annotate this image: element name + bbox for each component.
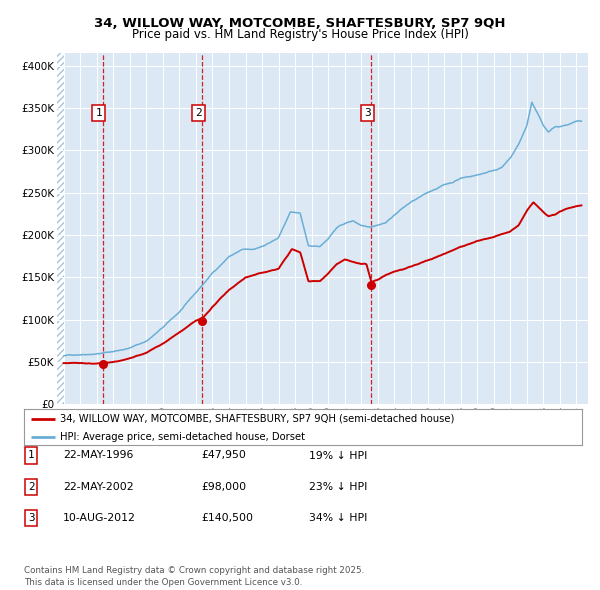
- Text: Contains HM Land Registry data © Crown copyright and database right 2025.
This d: Contains HM Land Registry data © Crown c…: [24, 566, 364, 587]
- Text: £140,500: £140,500: [201, 513, 253, 523]
- Text: 34% ↓ HPI: 34% ↓ HPI: [309, 513, 367, 523]
- Text: 2: 2: [195, 108, 202, 118]
- Text: 3: 3: [28, 513, 34, 523]
- Text: 22-MAY-1996: 22-MAY-1996: [63, 451, 133, 460]
- Text: 34, WILLOW WAY, MOTCOMBE, SHAFTESBURY, SP7 9QH (semi-detached house): 34, WILLOW WAY, MOTCOMBE, SHAFTESBURY, S…: [60, 414, 455, 424]
- Text: 22-MAY-2002: 22-MAY-2002: [63, 482, 134, 491]
- Text: 19% ↓ HPI: 19% ↓ HPI: [309, 451, 367, 460]
- Bar: [57, 53, 64, 404]
- Text: Price paid vs. HM Land Registry's House Price Index (HPI): Price paid vs. HM Land Registry's House …: [131, 28, 469, 41]
- Text: 34, WILLOW WAY, MOTCOMBE, SHAFTESBURY, SP7 9QH: 34, WILLOW WAY, MOTCOMBE, SHAFTESBURY, S…: [94, 17, 506, 30]
- Text: 23% ↓ HPI: 23% ↓ HPI: [309, 482, 367, 491]
- Text: 1: 1: [28, 451, 34, 460]
- Text: 1: 1: [95, 108, 103, 118]
- Text: £47,950: £47,950: [201, 451, 246, 460]
- Text: 10-AUG-2012: 10-AUG-2012: [63, 513, 136, 523]
- Text: 2: 2: [28, 482, 34, 491]
- Text: £98,000: £98,000: [201, 482, 246, 491]
- Text: HPI: Average price, semi-detached house, Dorset: HPI: Average price, semi-detached house,…: [60, 432, 305, 442]
- Text: 3: 3: [364, 108, 371, 118]
